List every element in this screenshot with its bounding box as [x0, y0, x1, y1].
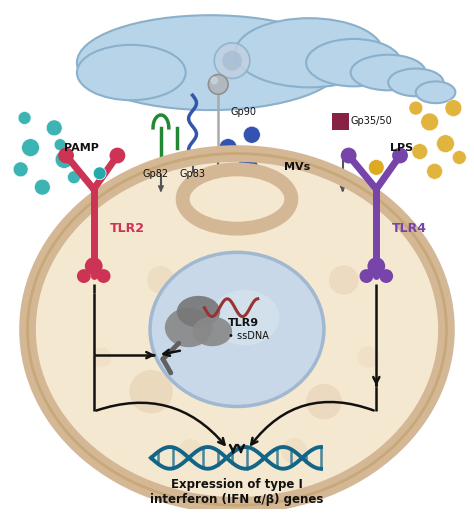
- Circle shape: [222, 51, 242, 70]
- Circle shape: [437, 135, 455, 153]
- Ellipse shape: [177, 296, 220, 327]
- Ellipse shape: [150, 252, 324, 407]
- Text: Gp82: Gp82: [143, 169, 169, 179]
- Circle shape: [412, 144, 428, 159]
- Circle shape: [223, 197, 241, 216]
- Circle shape: [282, 438, 307, 464]
- Circle shape: [68, 171, 81, 183]
- Circle shape: [92, 347, 111, 367]
- Ellipse shape: [77, 15, 344, 110]
- Circle shape: [237, 157, 258, 178]
- Ellipse shape: [416, 81, 456, 103]
- Circle shape: [93, 167, 106, 180]
- Ellipse shape: [306, 39, 401, 86]
- Text: Gp90: Gp90: [230, 107, 256, 117]
- Circle shape: [368, 159, 384, 175]
- Text: TLR9: TLR9: [228, 319, 259, 328]
- Circle shape: [219, 139, 237, 157]
- Circle shape: [203, 172, 222, 191]
- Circle shape: [445, 100, 462, 117]
- Circle shape: [209, 75, 228, 94]
- Ellipse shape: [210, 290, 280, 345]
- Circle shape: [244, 126, 260, 143]
- Circle shape: [55, 151, 73, 169]
- Text: • ssDNA: • ssDNA: [228, 332, 269, 341]
- Circle shape: [421, 113, 438, 131]
- Circle shape: [147, 266, 175, 294]
- Circle shape: [22, 139, 39, 157]
- Circle shape: [359, 269, 374, 283]
- Text: TLR2: TLR2: [109, 222, 145, 235]
- Circle shape: [409, 101, 423, 115]
- Text: TLR4: TLR4: [392, 222, 427, 235]
- Circle shape: [109, 148, 125, 163]
- Circle shape: [179, 439, 202, 463]
- Text: Gp83: Gp83: [180, 169, 206, 179]
- FancyArrowPatch shape: [96, 403, 225, 445]
- Circle shape: [77, 269, 91, 283]
- Circle shape: [329, 265, 358, 295]
- Circle shape: [452, 151, 466, 164]
- Circle shape: [58, 148, 74, 163]
- Circle shape: [258, 181, 277, 201]
- Bar: [332, 113, 349, 130]
- Circle shape: [18, 112, 31, 124]
- Ellipse shape: [77, 45, 186, 100]
- Circle shape: [367, 258, 385, 275]
- Ellipse shape: [182, 169, 292, 229]
- Circle shape: [97, 269, 110, 283]
- Circle shape: [46, 120, 62, 136]
- Circle shape: [214, 43, 250, 79]
- Text: PAMP: PAMP: [64, 142, 99, 153]
- Circle shape: [379, 269, 393, 283]
- Ellipse shape: [235, 18, 383, 87]
- Text: Expression of type I
interferon (IFN α/β) genes: Expression of type I interferon (IFN α/β…: [150, 478, 324, 506]
- Circle shape: [392, 148, 408, 163]
- Ellipse shape: [388, 68, 444, 96]
- Text: MVs: MVs: [284, 162, 310, 172]
- Ellipse shape: [165, 308, 212, 347]
- Circle shape: [427, 163, 443, 179]
- Circle shape: [210, 77, 218, 84]
- Circle shape: [35, 179, 50, 195]
- Circle shape: [13, 162, 28, 177]
- Text: Gp35/50: Gp35/50: [351, 116, 392, 126]
- FancyArrowPatch shape: [251, 402, 374, 445]
- Circle shape: [306, 384, 342, 419]
- Circle shape: [341, 148, 356, 163]
- Circle shape: [357, 346, 379, 368]
- Ellipse shape: [27, 154, 447, 505]
- Ellipse shape: [192, 317, 232, 346]
- Circle shape: [54, 139, 66, 151]
- Circle shape: [129, 370, 173, 413]
- Text: LPS: LPS: [390, 142, 413, 153]
- Circle shape: [85, 258, 103, 275]
- Ellipse shape: [351, 55, 426, 90]
